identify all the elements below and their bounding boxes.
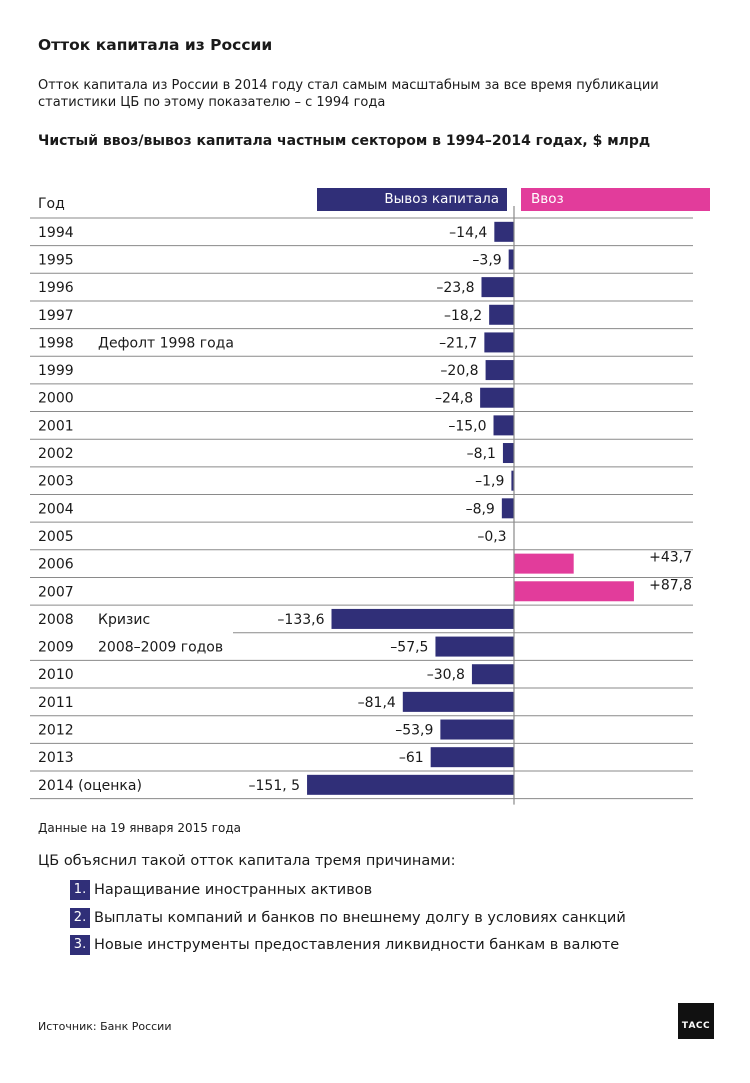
category-label: 1998 — [38, 335, 74, 351]
value-label: –61 — [399, 750, 424, 766]
category-label: 1996 — [38, 280, 74, 296]
chart-heading: Чистый ввоз/вывоз капитала частным секто… — [38, 133, 651, 149]
bar — [508, 249, 514, 270]
year-column-header: Год — [38, 196, 65, 212]
value-label: –53,9 — [395, 723, 433, 739]
bar — [485, 360, 514, 381]
bar — [514, 553, 574, 574]
reasons-intro: ЦБ объяснил такой отток капитала тремя п… — [38, 853, 456, 869]
bar — [435, 636, 514, 657]
category-label: 2008 — [38, 612, 74, 628]
value-label: –151, 5 — [249, 778, 301, 794]
value-label: –30,8 — [427, 667, 465, 683]
bar — [514, 581, 634, 602]
category-label: 2009 — [38, 640, 74, 656]
category-label: 2003 — [38, 474, 74, 490]
value-label: –24,8 — [435, 391, 473, 407]
value-label: –0,3 — [477, 529, 506, 545]
value-label: –18,2 — [444, 308, 482, 324]
legend-inflow: Ввоз — [521, 188, 710, 211]
value-label: –1,9 — [475, 474, 504, 490]
category-label: 2005 — [38, 529, 74, 545]
bar — [502, 443, 514, 464]
bar — [501, 498, 514, 519]
reason-number-2: 2. — [70, 908, 90, 928]
category-label: 2001 — [38, 418, 74, 434]
value-label: +43,7 — [649, 550, 692, 566]
annotation-label: Кризис — [98, 612, 150, 628]
reason-text-1: Наращивание иностранных активов — [94, 882, 373, 898]
category-label: 2004 — [38, 501, 74, 517]
category-label: 2006 — [38, 557, 74, 573]
bar — [493, 415, 514, 436]
value-label: +87,8 — [649, 577, 692, 593]
value-label: –3,9 — [472, 252, 501, 268]
tass-logo: ТАСС — [678, 1003, 714, 1039]
bar — [440, 719, 514, 740]
subtitle-line-2: статистики ЦБ по этому показателю – с 19… — [38, 95, 386, 110]
bar — [402, 691, 514, 712]
category-label: 2002 — [38, 446, 74, 462]
page-title: Отток капитала из России — [38, 36, 273, 54]
subtitle-line-1: Отток капитала из России в 2014 году ста… — [38, 78, 659, 93]
value-label: –23,8 — [436, 280, 474, 296]
bar-chart: 1994 –14,4 1995 –3,9 1996 –23,8 1997 –18,2 1998 –… — [30, 206, 693, 805]
value-label: –21,7 — [439, 335, 477, 351]
value-label: –14,4 — [449, 225, 487, 241]
reason-number-3: 3. — [70, 935, 90, 955]
data-date-note: Данные на 19 января 2015 года — [38, 821, 241, 835]
category-label: 2010 — [38, 667, 74, 683]
bar — [484, 332, 514, 353]
tass-logo-text: ТАСС — [681, 1021, 711, 1031]
bar — [489, 304, 514, 325]
reason-text-2: Выплаты компаний и банков по внешнему до… — [94, 910, 626, 926]
annotation-label: Дефолт 1998 года — [98, 335, 234, 351]
annotation-label: 2008–2009 годов — [98, 640, 223, 656]
bar — [331, 608, 514, 629]
bar — [481, 277, 514, 298]
source-credit: Источник: Банк России — [38, 1020, 172, 1033]
legend-outflow: Вывоз капитала — [317, 188, 507, 211]
bar — [511, 470, 514, 491]
bar — [471, 664, 514, 685]
category-label: 1997 — [38, 308, 74, 324]
category-label: 2012 — [38, 723, 74, 739]
value-label: –20,8 — [440, 363, 478, 379]
reason-text-3: Новые инструменты предоставления ликвидн… — [94, 937, 620, 953]
bar — [494, 221, 514, 242]
value-label: –57,5 — [390, 640, 428, 656]
category-label: 2011 — [38, 695, 74, 711]
category-label: 1995 — [38, 252, 74, 268]
value-label: –81,4 — [358, 695, 396, 711]
category-label: 2007 — [38, 584, 74, 600]
category-label: 1999 — [38, 363, 74, 379]
value-label: –15,0 — [448, 418, 486, 434]
value-label: –133,6 — [277, 612, 324, 628]
bar — [430, 747, 514, 768]
bar — [480, 387, 514, 408]
category-label: 1994 — [38, 225, 74, 241]
category-label: 2014 (оценка) — [38, 778, 142, 794]
reason-number-1: 1. — [70, 880, 90, 900]
category-label: 2000 — [38, 391, 74, 407]
bar — [307, 774, 514, 795]
category-label: 2013 — [38, 750, 74, 766]
value-label: –8,9 — [466, 501, 495, 517]
value-label: –8,1 — [467, 446, 496, 462]
